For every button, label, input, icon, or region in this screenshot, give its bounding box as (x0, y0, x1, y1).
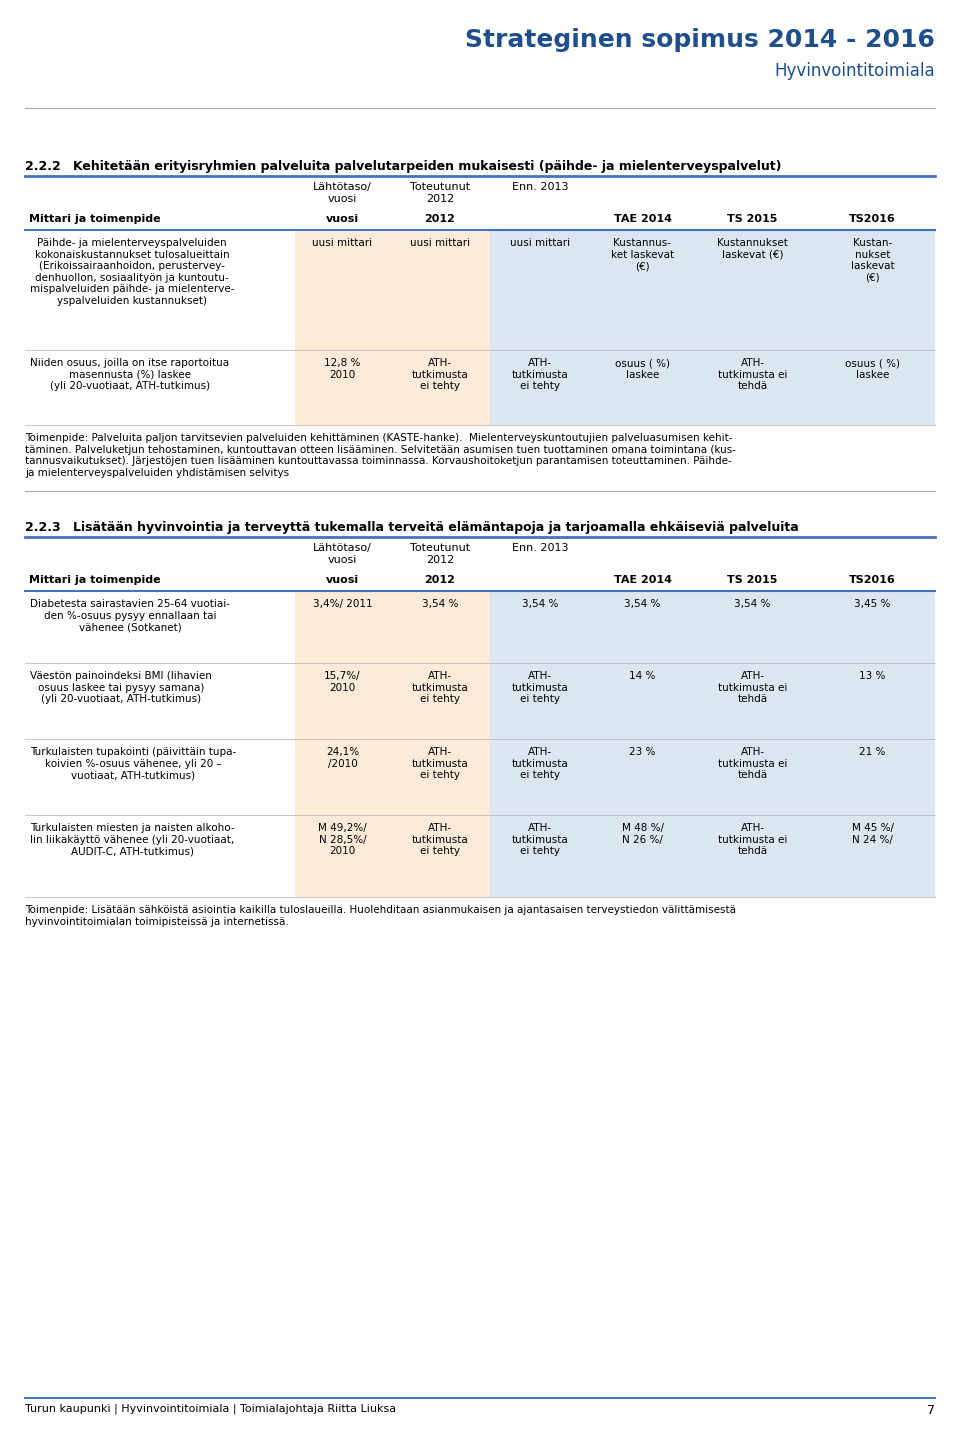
Text: Toimenpide: Lisätään sähköistä asiointia kaikilla tuloslaueilla. Huolehditaan as: Toimenpide: Lisätään sähköistä asiointia… (25, 905, 736, 926)
Text: ATH-
tutkimusta ei
tehdä: ATH- tutkimusta ei tehdä (718, 671, 787, 704)
Text: uusi mittari: uusi mittari (312, 238, 372, 248)
Bar (490, 662, 935, 739)
Bar (25, 592, 295, 662)
Bar (295, 592, 490, 662)
Text: Päihde- ja mielenterveyspalveluiden
kokonaiskustannukset tulosalueittain
(Erikoi: Päihde- ja mielenterveyspalveluiden koko… (30, 238, 234, 306)
Text: 14 %: 14 % (630, 671, 656, 681)
Text: 3,4%/ 2011: 3,4%/ 2011 (313, 599, 372, 609)
Text: TAE 2014: TAE 2014 (613, 574, 671, 584)
Text: 24,1%
/2010: 24,1% /2010 (326, 747, 359, 769)
Text: Toteutunut
2012: Toteutunut 2012 (410, 182, 470, 203)
Text: Mittari ja toimenpide: Mittari ja toimenpide (29, 574, 160, 584)
Bar (295, 351, 490, 426)
Text: Diabetesta sairastavien 25-64 vuotiai-
den %-osuus pysyy ennallaan tai
vähenee (: Diabetesta sairastavien 25-64 vuotiai- d… (30, 599, 230, 632)
Text: TS2016: TS2016 (850, 574, 896, 584)
Text: ATH-
tutkimusta
ei tehty: ATH- tutkimusta ei tehty (412, 747, 468, 781)
Text: TS 2015: TS 2015 (728, 574, 778, 584)
Text: 7: 7 (927, 1404, 935, 1417)
Bar (490, 815, 935, 898)
Text: Kustannukset
laskevat (€): Kustannukset laskevat (€) (717, 238, 788, 260)
Bar (295, 662, 490, 739)
Text: Turkulaisten miesten ja naisten alkoho-
lin liikakäyttö vähenee (yli 20-vuotiaat: Turkulaisten miesten ja naisten alkoho- … (30, 823, 234, 856)
Text: osuus ( %)
laskee: osuus ( %) laskee (615, 358, 670, 380)
Text: ATH-
tutkimusta
ei tehty: ATH- tutkimusta ei tehty (412, 358, 468, 391)
Text: Mittari ja toimenpide: Mittari ja toimenpide (29, 214, 160, 224)
Text: 21 %: 21 % (859, 747, 886, 758)
Text: uusi mittari: uusi mittari (510, 238, 570, 248)
Bar (490, 351, 935, 426)
Text: TAE 2014: TAE 2014 (613, 214, 671, 224)
Text: Enn. 2013: Enn. 2013 (512, 543, 568, 553)
Text: ATH-
tutkimusta
ei tehty: ATH- tutkimusta ei tehty (512, 358, 568, 391)
Text: 15,7%/
2010: 15,7%/ 2010 (324, 671, 361, 693)
Bar (295, 815, 490, 898)
Text: 3,54 %: 3,54 % (522, 599, 558, 609)
Text: ATH-
tutkimusta
ei tehty: ATH- tutkimusta ei tehty (512, 747, 568, 781)
Text: TS 2015: TS 2015 (728, 214, 778, 224)
Text: 2.2.2: 2.2.2 (25, 160, 60, 173)
Text: ATH-
tutkimusta
ei tehty: ATH- tutkimusta ei tehty (412, 823, 468, 856)
Text: 12,8 %
2010: 12,8 % 2010 (324, 358, 361, 380)
Text: Kustan-
nukset
laskevat
(€): Kustan- nukset laskevat (€) (851, 238, 895, 283)
Bar (25, 662, 295, 739)
Text: vuosi: vuosi (326, 214, 359, 224)
Text: ATH-
tutkimusta ei
tehdä: ATH- tutkimusta ei tehdä (718, 823, 787, 856)
Text: TS2016: TS2016 (850, 214, 896, 224)
Text: Turun kaupunki | Hyvinvointitoimiala | Toimialajohtaja Riitta Liuksa: Turun kaupunki | Hyvinvointitoimiala | T… (25, 1404, 396, 1414)
Bar (295, 739, 490, 815)
Text: vuosi: vuosi (326, 574, 359, 584)
Bar (25, 739, 295, 815)
Text: ATH-
tutkimusta
ei tehty: ATH- tutkimusta ei tehty (512, 823, 568, 856)
Bar (25, 229, 295, 351)
Text: ATH-
tutkimusta
ei tehty: ATH- tutkimusta ei tehty (512, 671, 568, 704)
Text: M 45 %/
N 24 %/: M 45 %/ N 24 %/ (852, 823, 894, 844)
Bar (295, 229, 490, 351)
Text: Lähtötaso/
vuosi: Lähtötaso/ vuosi (313, 543, 372, 564)
Bar (490, 229, 935, 351)
Text: M 49,2%/
N 28,5%/
2010: M 49,2%/ N 28,5%/ 2010 (318, 823, 367, 856)
Text: 3,54 %: 3,54 % (421, 599, 458, 609)
Text: ATH-
tutkimusta
ei tehty: ATH- tutkimusta ei tehty (412, 671, 468, 704)
Text: Turkulaisten tupakointi (päivittäin tupa-
koivien %-osuus vähenee, yli 20 –
vuot: Turkulaisten tupakointi (päivittäin tupa… (30, 747, 236, 781)
Text: Enn. 2013: Enn. 2013 (512, 182, 568, 192)
Text: 23 %: 23 % (630, 747, 656, 758)
Text: M 48 %/
N 26 %/: M 48 %/ N 26 %/ (621, 823, 663, 844)
Text: Väestön painoindeksi BMI (lihavien
osuus laskee tai pysyy samana)
(yli 20-vuotia: Väestön painoindeksi BMI (lihavien osuus… (30, 671, 212, 704)
Bar (25, 351, 295, 426)
Text: Kustannus-
ket laskevat
(€): Kustannus- ket laskevat (€) (611, 238, 674, 271)
Text: 2.2.3: 2.2.3 (25, 521, 60, 534)
Text: 2012: 2012 (424, 214, 455, 224)
Bar (490, 739, 935, 815)
Text: Kehitetään erityisryhmien palveluita palvelutarpeiden mukaisesti (päihde- ja mie: Kehitetään erityisryhmien palveluita pal… (73, 160, 781, 173)
Text: Toteutunut
2012: Toteutunut 2012 (410, 543, 470, 564)
Text: osuus ( %)
laskee: osuus ( %) laskee (845, 358, 900, 380)
Text: Lähtötaso/
vuosi: Lähtötaso/ vuosi (313, 182, 372, 203)
Text: ATH-
tutkimusta ei
tehdä: ATH- tutkimusta ei tehdä (718, 747, 787, 781)
Text: Toimenpide: Palveluita paljon tarvitsevien palveluiden kehittäminen (KASTE-hanke: Toimenpide: Palveluita paljon tarvitsevi… (25, 433, 736, 478)
Text: uusi mittari: uusi mittari (410, 238, 470, 248)
Text: Strateginen sopimus 2014 - 2016: Strateginen sopimus 2014 - 2016 (466, 27, 935, 52)
Text: 3,45 %: 3,45 % (854, 599, 891, 609)
Bar (25, 815, 295, 898)
Text: 3,54 %: 3,54 % (734, 599, 771, 609)
Bar (490, 592, 935, 662)
Text: Hyvinvointitoimiala: Hyvinvointitoimiala (775, 62, 935, 79)
Text: Lisätään hyvinvointia ja terveyttä tukemalla terveitä elämäntapoja ja tarjoamall: Lisätään hyvinvointia ja terveyttä tukem… (73, 521, 799, 534)
Text: 13 %: 13 % (859, 671, 886, 681)
Text: 3,54 %: 3,54 % (624, 599, 660, 609)
Text: 2012: 2012 (424, 574, 455, 584)
Text: ATH-
tutkimusta ei
tehdä: ATH- tutkimusta ei tehdä (718, 358, 787, 391)
Text: Niiden osuus, joilla on itse raportoitua
masennusta (%) laskee
(yli 20-vuotiaat,: Niiden osuus, joilla on itse raportoitua… (30, 358, 229, 391)
